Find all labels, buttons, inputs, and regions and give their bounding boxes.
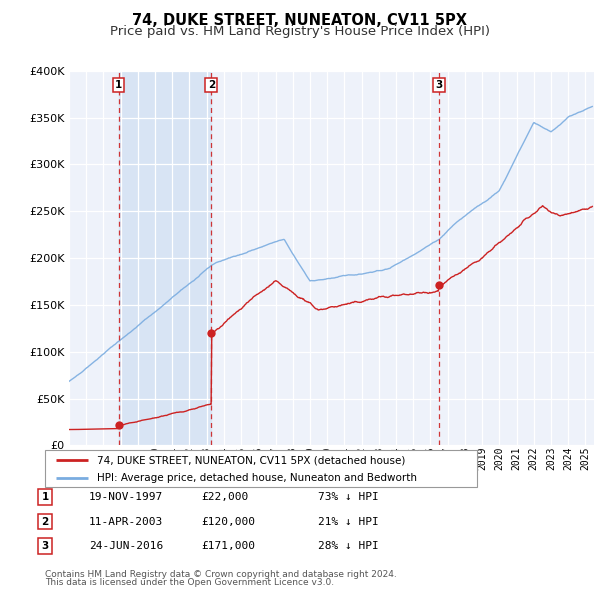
Text: This data is licensed under the Open Government Licence v3.0.: This data is licensed under the Open Gov… (45, 578, 334, 587)
Text: 3: 3 (435, 80, 442, 90)
FancyBboxPatch shape (45, 450, 477, 487)
Text: 74, DUKE STREET, NUNEATON, CV11 5PX (detached house): 74, DUKE STREET, NUNEATON, CV11 5PX (det… (97, 455, 405, 466)
Text: 1: 1 (115, 80, 122, 90)
Text: HPI: Average price, detached house, Nuneaton and Bedworth: HPI: Average price, detached house, Nune… (97, 473, 417, 483)
Text: Contains HM Land Registry data © Crown copyright and database right 2024.: Contains HM Land Registry data © Crown c… (45, 570, 397, 579)
Text: 3: 3 (41, 542, 49, 551)
Text: 2: 2 (41, 517, 49, 526)
Text: 24-JUN-2016: 24-JUN-2016 (89, 542, 163, 551)
Text: £171,000: £171,000 (201, 542, 255, 551)
Text: 73% ↓ HPI: 73% ↓ HPI (318, 492, 379, 502)
Text: 28% ↓ HPI: 28% ↓ HPI (318, 542, 379, 551)
Text: 21% ↓ HPI: 21% ↓ HPI (318, 517, 379, 526)
Text: 2: 2 (208, 80, 215, 90)
Text: £22,000: £22,000 (201, 492, 248, 502)
Text: £120,000: £120,000 (201, 517, 255, 526)
Text: 11-APR-2003: 11-APR-2003 (89, 517, 163, 526)
Text: 74, DUKE STREET, NUNEATON, CV11 5PX: 74, DUKE STREET, NUNEATON, CV11 5PX (133, 13, 467, 28)
Bar (119, 71, 211, 445)
Text: 19-NOV-1997: 19-NOV-1997 (89, 492, 163, 502)
Text: Price paid vs. HM Land Registry's House Price Index (HPI): Price paid vs. HM Land Registry's House … (110, 25, 490, 38)
Text: 1: 1 (41, 492, 49, 502)
